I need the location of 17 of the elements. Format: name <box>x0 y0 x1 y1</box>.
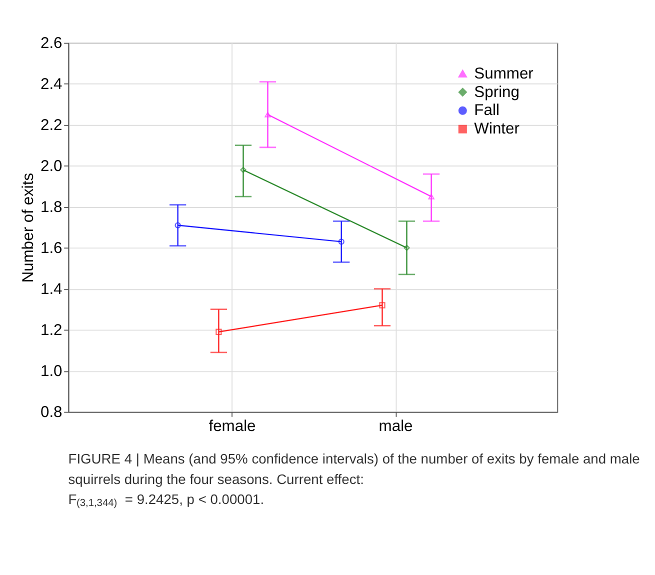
y-tick-label: 1.8 <box>40 198 63 216</box>
y-tick-label: 2.0 <box>40 158 63 175</box>
y-tick-label: 2.4 <box>40 76 63 93</box>
y-tick-label: 1.2 <box>40 322 62 339</box>
y-tick-label: 1.0 <box>40 362 63 380</box>
y-tick-label: 0.8 <box>40 404 63 421</box>
y-tick-label: 2.2 <box>40 116 62 134</box>
y-tick-label: 1.6 <box>40 240 63 257</box>
legend-label: Fall <box>474 102 500 120</box>
x-tick-label: female <box>208 418 256 435</box>
y-axis-title: Number of exits <box>20 172 38 283</box>
legend-label: Spring <box>474 84 520 101</box>
x-tick-label: male <box>378 418 414 435</box>
legend-label: Summer <box>474 65 534 82</box>
legend-label: Winter <box>474 120 520 138</box>
y-tick-label: 1.4 <box>40 280 63 298</box>
y-tick-label: 2.6 <box>40 34 63 52</box>
